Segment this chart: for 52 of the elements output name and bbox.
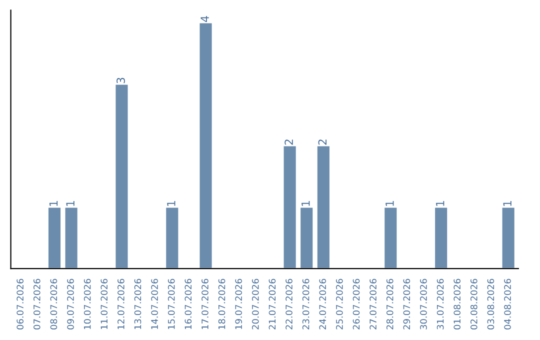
bar [500, 206, 516, 269]
x-tick-label: 02.08.2026 [470, 278, 478, 330]
x-tick-label: 06.07.2026 [16, 278, 24, 330]
x-tick-label: 08.07.2026 [50, 278, 58, 330]
x-tick-label: 27.07.2026 [370, 278, 376, 330]
x-tick-label: 21.07.2026 [268, 278, 276, 330]
bar [282, 144, 298, 269]
data-label: 1 [503, 201, 512, 206]
x-tick-label: 14.07.2026 [151, 278, 158, 330]
bar [114, 83, 130, 269]
x-tick-label: 04.08.2026 [504, 278, 511, 330]
bar [316, 144, 331, 269]
data-label: 1 [49, 201, 58, 206]
data-label: 3 [116, 78, 125, 84]
x-tick-label: 15.07.2026 [168, 278, 175, 330]
x-tick-label: 17.07.2026 [202, 278, 208, 330]
data-label: 1 [66, 201, 74, 206]
x-tick-label: 24.07.2026 [319, 278, 326, 330]
x-tick-label: 25.07.2026 [336, 278, 343, 330]
bar [164, 206, 180, 269]
data-label: 1 [436, 201, 444, 206]
data-label: 4 [200, 16, 209, 22]
x-tick-label: 30.07.2026 [420, 278, 427, 330]
x-tick-label: 07.07.2026 [33, 278, 40, 330]
x-tick-label: 20.07.2026 [252, 278, 259, 330]
x-tick-label: 09.07.2026 [67, 278, 74, 330]
x-tick-label: 01.08.2026 [454, 278, 461, 330]
bar [299, 206, 314, 269]
x-tick-label: 11.07.2026 [100, 278, 108, 330]
x-tick-label: 18.07.2026 [218, 278, 226, 330]
bar [383, 206, 398, 269]
bar [434, 206, 448, 269]
x-tick-label: 12.07.2026 [118, 278, 124, 330]
data-label: 1 [167, 201, 176, 206]
x-tick-label: 31.07.2026 [436, 278, 444, 330]
x-tick-label: 26.07.2026 [352, 278, 360, 330]
x-tick-label: 23.07.2026 [302, 278, 310, 330]
data-label: 2 [284, 140, 293, 145]
x-tick-label: 19.07.2026 [235, 278, 242, 330]
x-tick-label: 16.07.2026 [184, 278, 192, 330]
bar [64, 206, 79, 269]
bar [47, 206, 62, 269]
data-label: 2 [318, 140, 326, 145]
data-label: 1 [386, 201, 394, 206]
x-tick-label: 03.08.2026 [487, 278, 494, 330]
data-label: 1 [302, 201, 310, 206]
x-tick-label: 10.07.2026 [84, 278, 91, 330]
x-tick-label: 29.07.2026 [403, 278, 410, 330]
x-tick-label: 13.07.2026 [134, 278, 142, 330]
bar [198, 22, 214, 269]
x-tick-label: 28.07.2026 [386, 278, 394, 330]
x-tick-label: 22.07.2026 [286, 278, 292, 330]
